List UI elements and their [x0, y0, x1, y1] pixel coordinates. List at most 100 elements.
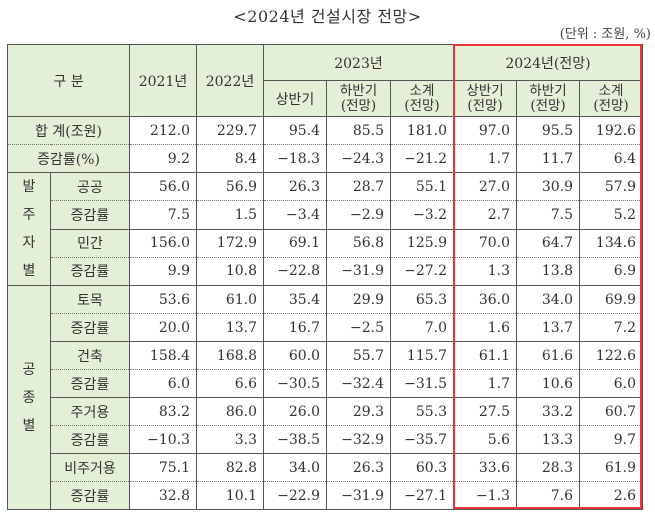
value-cell: 34.0 [516, 285, 580, 314]
value-cell: 29.3 [326, 397, 391, 426]
value-cell: 85.5 [326, 116, 391, 145]
value-cell: −32.4 [326, 369, 391, 398]
row-label: 합 계(조원) [7, 116, 130, 145]
row-label: 증감률 [50, 425, 130, 454]
value-cell: 55.3 [390, 397, 454, 426]
value-cell: 70.0 [453, 228, 517, 258]
header-2023-h2: 하반기 (전망) [326, 80, 391, 117]
value-cell: 61.0 [196, 285, 264, 314]
value-cell: 2.7 [453, 200, 517, 230]
row-label: 증감률 [50, 481, 130, 510]
value-cell: 6.0 [129, 369, 197, 398]
table-row: 비주거용 75.1 82.8 34.0 26.3 60.3 33.6 28.3 61.9 [8, 453, 643, 482]
value-cell: 192.6 [579, 116, 643, 145]
header-category: 구 분 [7, 44, 130, 117]
table-row: 주거용 83.2 86.0 26.0 29.3 55.3 27.5 33.2 60.7 [8, 397, 643, 426]
value-cell: 181.0 [390, 116, 454, 145]
value-cell: 27.0 [453, 171, 517, 202]
value-cell: 1.6 [453, 313, 517, 342]
header-2022: 2022년 [196, 44, 264, 117]
row-label: 증감률 [50, 256, 130, 287]
value-cell: −22.9 [263, 481, 327, 510]
value-cell: 32.8 [129, 481, 197, 510]
value-cell: −18.3 [263, 144, 327, 173]
value-cell: 60.0 [263, 341, 327, 370]
value-cell: 10.1 [196, 481, 264, 510]
table-row: 증감률 20.0 13.7 16.7 −2.5 7.0 1.6 13.7 7.2 [8, 313, 643, 342]
value-cell: 26.3 [326, 453, 391, 482]
row-label: 비주거용 [50, 453, 130, 482]
header-2023-sum: 소계 (전망) [390, 80, 454, 117]
value-cell: −10.3 [129, 425, 197, 454]
value-cell: 35.4 [263, 285, 327, 314]
value-cell: 11.7 [516, 144, 580, 173]
table-row: 발 주 자 별 공공 56.0 56.9 26.3 28.7 55.1 27.0 30.9 57.… [7, 171, 643, 286]
value-cell: 6.0 [579, 369, 643, 398]
value-cell: 156.0 [129, 228, 197, 258]
value-cell: 61.6 [516, 341, 580, 370]
value-cell: 7.6 [516, 481, 580, 510]
value-cell: 6.9 [579, 256, 643, 287]
value-cell: 125.9 [390, 228, 454, 258]
value-cell: 9.7 [579, 425, 643, 454]
value-cell: 33.2 [516, 397, 580, 426]
value-cell: 29.9 [326, 285, 391, 314]
unit-note: (단위 : 조원, %) [559, 27, 651, 42]
value-cell: 1.3 [453, 256, 517, 287]
value-cell: 61.1 [453, 341, 517, 370]
value-cell: −1.3 [453, 481, 517, 510]
table-row: 증감률 7.5 1.5 −3.4 −2.9 −3.2 2.7 7.5 5.2 [8, 200, 643, 230]
table-row: 건축 158.4 168.8 60.0 55.7 115.7 61.1 61.6 122.6 [8, 341, 643, 370]
value-cell: 13.7 [516, 313, 580, 342]
value-cell: 7.2 [579, 313, 643, 342]
value-cell: 56.8 [326, 228, 391, 258]
table-row: 증감률 32.8 10.1 −22.9 −31.9 −27.1 −1.3 7.6 2.6 [8, 481, 643, 510]
header-2023: 2023년 [263, 44, 454, 81]
value-cell: −35.7 [390, 425, 454, 454]
value-cell: −2.5 [326, 313, 391, 342]
group-by-orderer: 발 주 자 별 [7, 172, 51, 286]
value-cell: 158.4 [129, 341, 197, 370]
table-row: 민간 156.0 172.9 69.1 56.8 125.9 70.0 64.7 134.6 [8, 228, 643, 258]
value-cell: −27.2 [390, 256, 454, 287]
row-label: 증감률 [50, 200, 130, 230]
value-cell: 26.0 [263, 397, 327, 426]
value-cell: −31.5 [390, 369, 454, 398]
value-cell: 229.7 [196, 116, 264, 145]
row-label: 증감률 [50, 369, 130, 398]
value-cell: −31.9 [326, 256, 391, 287]
value-cell: 1.7 [453, 369, 517, 398]
value-cell: 95.4 [263, 116, 327, 145]
value-cell: 9.2 [129, 144, 197, 173]
value-cell: −27.1 [390, 481, 454, 510]
value-cell: 55.7 [326, 341, 391, 370]
value-cell: 8.4 [196, 144, 264, 173]
value-cell: 26.3 [263, 171, 327, 202]
value-cell: 64.7 [516, 228, 580, 258]
value-cell: −38.5 [263, 425, 327, 454]
header-2024-h1: 상반기 (전망) [453, 80, 517, 117]
value-cell: 16.7 [263, 313, 327, 342]
value-cell: 28.3 [516, 453, 580, 482]
value-cell: 13.3 [516, 425, 580, 454]
value-cell: 53.6 [129, 285, 197, 314]
value-cell: 5.6 [453, 425, 517, 454]
value-cell: 7.5 [129, 200, 197, 230]
table-title: <2024년 건설시장 전망> [233, 7, 422, 26]
header-2024-sum: 소계 (전망) [579, 80, 643, 117]
row-label: 토목 [50, 285, 130, 314]
value-cell: 69.9 [579, 285, 643, 314]
value-cell: 115.7 [390, 341, 454, 370]
value-cell: −24.3 [326, 144, 391, 173]
value-cell: 75.1 [129, 453, 197, 482]
value-cell: 65.3 [390, 285, 454, 314]
row-label: 증감률(%) [7, 144, 130, 173]
value-cell: 33.6 [453, 453, 517, 482]
value-cell: 20.0 [129, 313, 197, 342]
table-row: 증감률 6.0 6.6 −30.5 −32.4 −31.5 1.7 10.6 6.0 [8, 369, 643, 398]
value-cell: 6.4 [579, 144, 643, 173]
value-cell: 1.7 [453, 144, 517, 173]
table-row: 공 종 별 토목 53.6 61.0 35.4 29.9 65.3 36.0 34.0 69.9 [7, 285, 643, 510]
value-cell: 6.6 [196, 369, 264, 398]
value-cell: −22.8 [263, 256, 327, 287]
